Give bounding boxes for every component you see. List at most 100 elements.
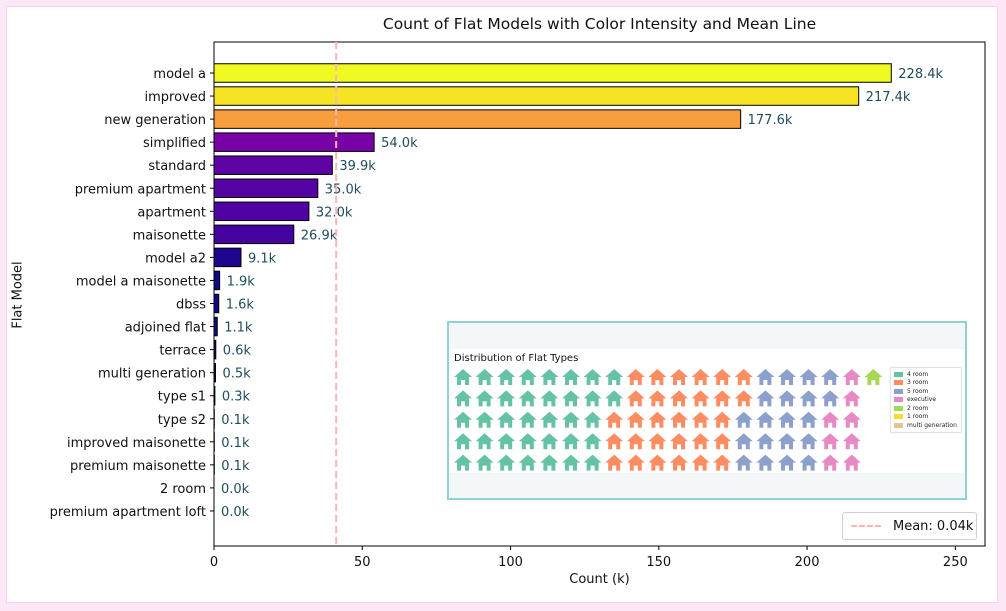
house-icon xyxy=(842,411,861,428)
bar xyxy=(213,270,221,291)
chart-title: Count of Flat Models with Color Intensit… xyxy=(382,15,817,33)
house-icon xyxy=(691,390,710,407)
house-icon xyxy=(540,433,559,450)
waffle-inset: Distribution of Flat Types 4 room 3 room 5… xyxy=(447,321,967,500)
bar-value-label: 35.0k xyxy=(325,182,362,197)
house-icon xyxy=(518,369,537,385)
waffle-legend-swatch xyxy=(894,422,903,428)
house-icon xyxy=(497,390,516,407)
y-tick-label: 2 room xyxy=(160,482,206,497)
house-icon xyxy=(605,411,624,428)
bars-layer: 228.4k 217.4k 177.6k 54.0k 39.9k 35.0k 32.0k 26… xyxy=(213,63,944,520)
house-icon xyxy=(583,369,602,385)
house-icon xyxy=(821,369,840,385)
house-icon xyxy=(562,369,580,385)
house-icon xyxy=(713,433,732,450)
mean-legend-swatch xyxy=(851,525,881,527)
house-icon xyxy=(518,390,537,407)
house-icon xyxy=(799,433,818,450)
house-icon xyxy=(626,390,645,407)
bar xyxy=(213,178,319,198)
waffle-legend-label: 2 room xyxy=(907,404,929,412)
house-icon xyxy=(540,390,559,407)
house-icon xyxy=(756,454,775,471)
waffle-legend-swatch xyxy=(894,371,903,377)
y-tick-label: model a xyxy=(153,67,206,82)
house-icon xyxy=(648,369,667,385)
house-icon xyxy=(518,411,537,428)
house-icon xyxy=(583,454,602,471)
y-axis-label-text: Flat Model xyxy=(10,261,26,329)
house-icon xyxy=(842,454,861,471)
house-icon xyxy=(583,411,602,428)
house-icon xyxy=(497,369,516,385)
house-icon xyxy=(821,433,840,450)
y-tick-label: model a2 xyxy=(145,251,206,266)
house-icon xyxy=(799,369,818,385)
house-icon xyxy=(821,390,840,407)
waffle-grid xyxy=(454,369,883,471)
house-icon xyxy=(648,433,667,450)
house-icon xyxy=(648,454,667,471)
house-icon xyxy=(713,369,732,385)
bar-value-label: 39.9k xyxy=(339,159,376,174)
y-tick-label: multi generation xyxy=(98,367,206,382)
waffle-legend-label: 1 room xyxy=(907,413,929,421)
bar-value-label: 26.9k xyxy=(301,228,338,243)
bar-value-label: 9.1k xyxy=(248,251,277,266)
bar xyxy=(213,132,375,152)
house-icon xyxy=(864,369,883,385)
house-icon xyxy=(778,390,796,407)
house-icon xyxy=(540,454,559,471)
house-icon xyxy=(756,411,775,428)
bar xyxy=(213,109,742,129)
x-tick-label: 50 xyxy=(354,555,371,570)
house-icon xyxy=(475,454,494,471)
house-icon xyxy=(562,411,580,428)
house-icon xyxy=(734,369,753,385)
house-icon xyxy=(756,390,775,407)
bar-value-label: 0.1k xyxy=(221,413,250,428)
house-icon xyxy=(691,369,710,385)
house-icon xyxy=(605,454,624,471)
house-icon xyxy=(605,433,624,450)
bar xyxy=(213,247,242,268)
waffle-legend-item: executive xyxy=(894,396,958,405)
bar-value-label: 228.4k xyxy=(898,67,943,82)
waffle-panel xyxy=(449,349,965,473)
waffle-legend-item: 1 room xyxy=(894,413,958,422)
house-icon xyxy=(626,433,645,450)
bar-value-label: 177.6k xyxy=(748,113,793,128)
bar-value-label: 0.5k xyxy=(222,367,251,382)
house-icon xyxy=(454,433,472,450)
bar-value-label: 0.1k xyxy=(221,436,250,451)
y-tick-label: new generation xyxy=(104,113,206,128)
bar-value-label: 1.6k xyxy=(226,298,255,313)
bar-value-label: 0.0k xyxy=(221,505,250,520)
house-icon xyxy=(691,411,710,428)
y-tick-label: simplified xyxy=(143,136,206,151)
y-tick-label: improved xyxy=(145,90,206,105)
house-icon xyxy=(626,454,645,471)
house-icon xyxy=(799,411,818,428)
house-icon xyxy=(562,433,580,450)
house-icon xyxy=(713,454,732,471)
y-tick-label: adjoined flat xyxy=(125,321,206,336)
x-axis-label: Count (k) xyxy=(569,572,630,587)
x-tick-label: 200 xyxy=(795,555,820,570)
house-icon xyxy=(475,369,494,385)
y-tick-label: apartment xyxy=(137,205,206,220)
waffle-legend-label: multi generation xyxy=(907,421,957,429)
house-icon xyxy=(605,369,624,385)
bar xyxy=(213,201,310,222)
house-icon xyxy=(713,411,732,428)
waffle-legend-swatch xyxy=(894,414,903,420)
house-icon xyxy=(778,454,796,471)
bar xyxy=(213,63,892,83)
bar-value-label: 32.0k xyxy=(316,205,353,220)
house-icon xyxy=(562,390,580,407)
house-icon xyxy=(670,369,688,385)
waffle-legend-label: 5 room xyxy=(907,387,929,395)
house-icon xyxy=(648,390,667,407)
